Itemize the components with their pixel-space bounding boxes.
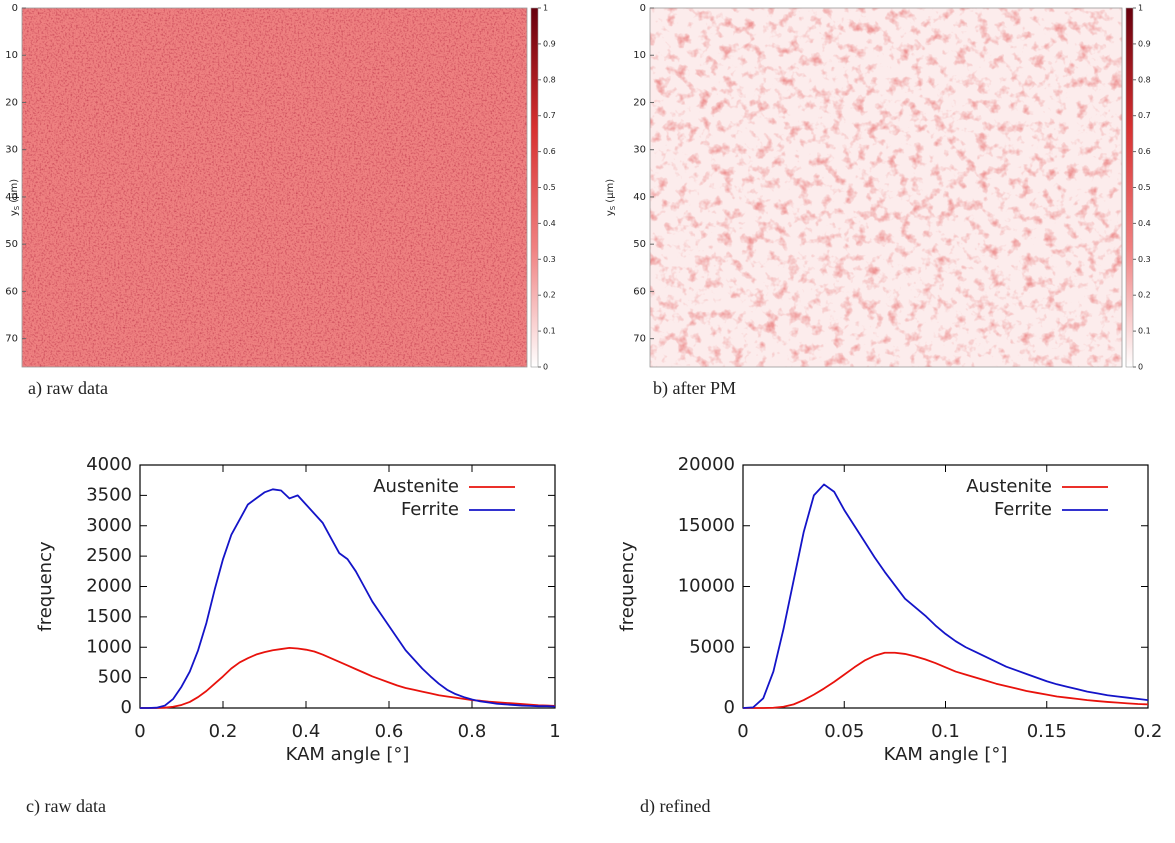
y-tick-label: 15000 <box>678 515 735 536</box>
y-axis-label-main: y <box>9 210 20 216</box>
colorbar-tick-label: 0.1 <box>1138 327 1151 336</box>
y-tick-label: 70 <box>633 334 646 345</box>
colorbar-tick-label: 0.9 <box>1138 39 1151 48</box>
y-tick-label: 0 <box>640 3 646 14</box>
x-tick-label: 0.4 <box>292 721 321 742</box>
caption: d) refined <box>640 796 710 817</box>
y-axis-label-main: y <box>605 210 616 216</box>
y-tick-label: 3500 <box>86 484 132 505</box>
x-axis-label: KAM angle [°] <box>884 744 1008 765</box>
colorbar-tick-label: 0.1 <box>543 327 556 336</box>
data-line <box>140 646 556 709</box>
y-axis-label-unit: (μm) <box>605 179 616 203</box>
y-tick-label: 70 <box>5 334 18 345</box>
colorbar-tick-label: 1 <box>1138 4 1143 13</box>
map-texture <box>22 8 527 367</box>
colorbar-tick-label: 0.6 <box>1138 147 1151 156</box>
colorbar-tick-label: 0.5 <box>1138 183 1151 192</box>
plot-frame <box>139 464 556 709</box>
y-tick-label: 40 <box>5 192 18 203</box>
map-frame <box>649 7 1123 368</box>
x-tick-label: 0.2 <box>1134 721 1163 742</box>
colorbar-tick-label: 0.4 <box>1138 219 1151 228</box>
y-axis-label-unit: (μm) <box>9 179 20 203</box>
y-tick-label: 20 <box>633 97 646 108</box>
x-axis-label: KAM angle [°] <box>286 744 410 765</box>
y-tick-label: 0 <box>121 697 132 718</box>
y-axis-label: yS (μm) <box>9 179 21 216</box>
colorbar-tick-label: 0.4 <box>543 219 556 228</box>
caption: c) raw data <box>26 796 106 817</box>
y-tick-label: 50 <box>5 239 18 250</box>
colorbar <box>530 7 539 368</box>
colorbar-tick-label: 0.9 <box>543 39 556 48</box>
colorbar-tick-label: 0 <box>543 363 548 372</box>
y-tick-label: 30 <box>5 145 18 156</box>
data-line <box>140 488 556 709</box>
y-axis-label: yS (μm) <box>605 179 617 216</box>
x-tick-label: 0.1 <box>931 721 960 742</box>
y-axis-label-sub: S <box>609 205 617 210</box>
colorbar-tick-label: 0 <box>1138 363 1143 372</box>
x-tick-label: 0.05 <box>824 721 864 742</box>
data-line <box>743 651 1149 709</box>
caption: a) raw data <box>28 378 108 399</box>
x-tick-label: 0.2 <box>209 721 238 742</box>
map-texture <box>650 8 1122 367</box>
y-tick-label: 1500 <box>86 606 132 627</box>
colorbar-tick-label: 0.5 <box>543 183 556 192</box>
plot-frame <box>742 464 1149 709</box>
x-tick-label: 0 <box>737 721 748 742</box>
y-tick-label: 0 <box>724 697 735 718</box>
caption: b) after PM <box>653 378 736 399</box>
x-tick-label: 0.8 <box>458 721 487 742</box>
y-tick-label: 20000 <box>678 454 735 475</box>
map-frame <box>21 7 528 368</box>
colorbar <box>1125 7 1134 368</box>
y-axis-label: frequency <box>35 541 56 632</box>
colorbar-tick-label: 0.3 <box>1138 255 1151 264</box>
y-tick-label: 20 <box>5 97 18 108</box>
colorbar-tick-label: 0.2 <box>1138 291 1151 300</box>
legend-label: Ferrite <box>994 499 1052 520</box>
y-tick-label: 5000 <box>689 636 735 657</box>
x-tick-label: 0.6 <box>375 721 404 742</box>
colorbar-tick-label: 0.7 <box>1138 111 1151 120</box>
colorbar-tick-label: 1 <box>543 4 548 13</box>
y-tick-label: 2000 <box>86 576 132 597</box>
y-tick-label: 1000 <box>86 636 132 657</box>
legend-label: Ferrite <box>401 499 459 520</box>
data-line <box>742 483 1149 709</box>
x-tick-label: 0 <box>134 721 145 742</box>
y-axis-label: frequency <box>617 541 638 632</box>
y-tick-label: 10000 <box>678 576 735 597</box>
y-axis-label-sub: S <box>13 205 21 210</box>
y-tick-label: 2500 <box>86 545 132 566</box>
y-tick-label: 4000 <box>86 454 132 475</box>
colorbar-tick-label: 0.3 <box>543 255 556 264</box>
colorbar-tick-label: 0.7 <box>543 111 556 120</box>
legend-label: Austenite <box>966 476 1052 497</box>
y-tick-label: 0 <box>12 3 18 14</box>
y-tick-label: 3000 <box>86 515 132 536</box>
colorbar-tick-label: 0.6 <box>543 147 556 156</box>
y-tick-label: 50 <box>633 239 646 250</box>
y-tick-label: 10 <box>633 50 646 61</box>
y-tick-label: 60 <box>633 286 646 297</box>
y-tick-label: 500 <box>98 667 132 688</box>
y-tick-label: 40 <box>633 192 646 203</box>
x-tick-label: 1 <box>549 721 560 742</box>
y-tick-label: 60 <box>5 286 18 297</box>
x-tick-label: 0.15 <box>1027 721 1067 742</box>
y-tick-label: 10 <box>5 50 18 61</box>
colorbar-tick-label: 0.8 <box>543 75 556 84</box>
y-tick-label: 30 <box>633 145 646 156</box>
legend-label: Austenite <box>373 476 459 497</box>
colorbar-tick-label: 0.8 <box>1138 75 1151 84</box>
colorbar-tick-label: 0.2 <box>543 291 556 300</box>
